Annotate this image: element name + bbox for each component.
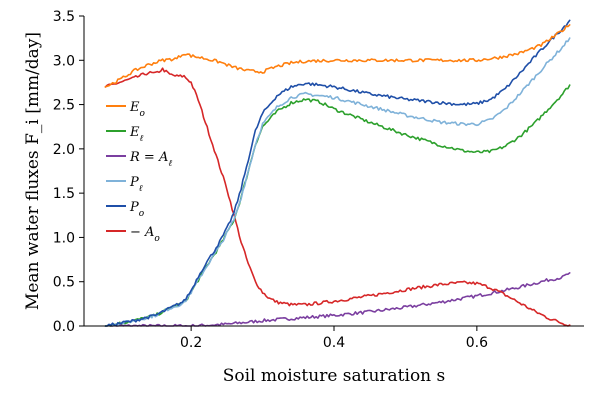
- legend-label: R = Aℓ: [129, 150, 172, 169]
- axes-layer: 0.0 0.5 1.0 1.5 2.0 2.5 3.0 3.5 0.2 0.4 0.6: [53, 9, 584, 351]
- legend-label: Eo: [129, 100, 146, 119]
- x-tick-label: 0.4: [323, 335, 345, 351]
- legend-label: − Ao: [130, 225, 160, 244]
- legend-label: Po: [129, 200, 145, 219]
- series-layer: [104, 19, 571, 327]
- y-axis-title: Mean water fluxes F_i [mm/day]: [23, 32, 43, 310]
- legend-label: Eℓ: [129, 125, 144, 144]
- series-line: [104, 272, 571, 327]
- y-tick-label: 2.0: [53, 142, 75, 158]
- y-tick-label: 0.0: [53, 319, 75, 335]
- x-axis-title: Soil moisture saturation s: [223, 366, 446, 386]
- series-line: [104, 67, 571, 327]
- y-tick-label: 3.5: [53, 9, 75, 25]
- series-line: [104, 24, 571, 88]
- x-tick-label: 0.6: [466, 335, 488, 351]
- legend-label: Pℓ: [129, 175, 143, 194]
- x-tick-label: 0.2: [180, 335, 202, 351]
- y-tick-label: 3.0: [53, 53, 75, 69]
- y-tick-label: 0.5: [53, 275, 75, 291]
- legend: Eo Eℓ R = Aℓ Pℓ Po − Ao: [106, 100, 172, 244]
- y-tick-label: 2.5: [53, 98, 75, 114]
- series-line: [104, 37, 571, 327]
- y-tick-label: 1.0: [53, 230, 75, 246]
- y-tick-label: 1.5: [53, 186, 75, 202]
- series-line: [104, 84, 571, 327]
- series-line: [104, 19, 571, 327]
